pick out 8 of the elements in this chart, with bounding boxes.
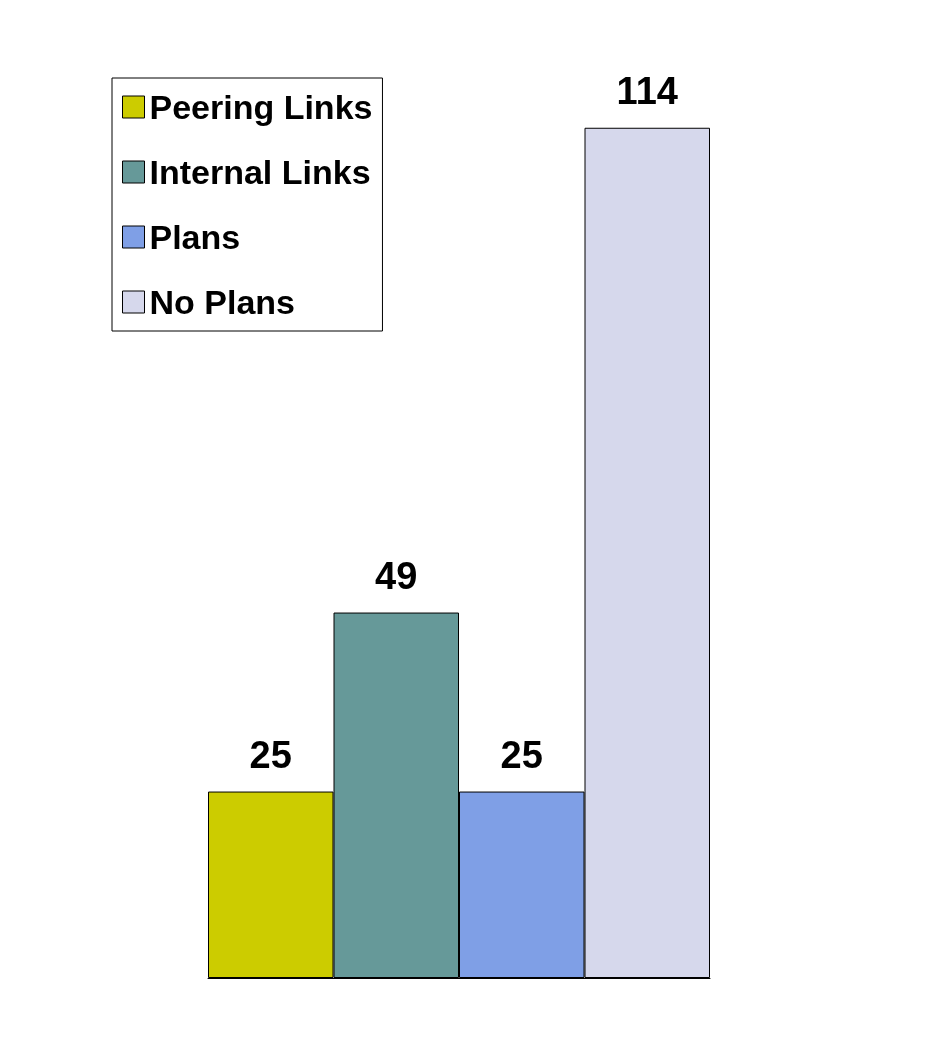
- data-label: 49: [375, 554, 418, 597]
- legend-label: Plans: [149, 218, 241, 256]
- legend-label: Internal Links: [149, 153, 371, 191]
- data-label: 25: [500, 733, 543, 776]
- data-label: 114: [616, 69, 678, 112]
- data-label: 25: [249, 733, 292, 776]
- legend-label: No Plans: [149, 283, 295, 321]
- legend-label: Peering Links: [149, 88, 373, 126]
